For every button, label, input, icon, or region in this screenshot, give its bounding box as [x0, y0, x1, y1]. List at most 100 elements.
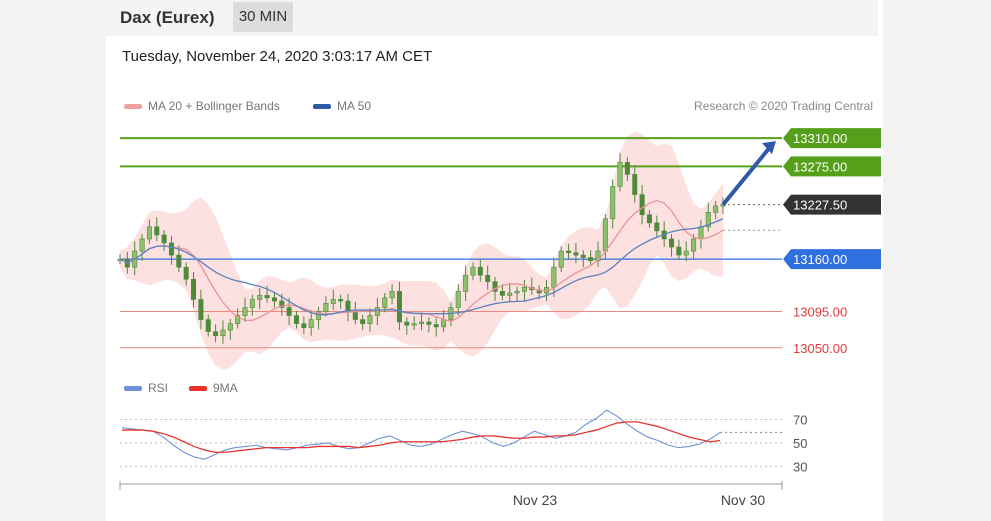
candle-body: [168, 242, 174, 256]
candle-body: [654, 222, 660, 232]
candle-body: [558, 250, 564, 268]
support-label: 13160.00: [793, 252, 847, 267]
candle-body: [308, 319, 314, 328]
candle-body: [492, 281, 498, 292]
candle-body: [323, 303, 329, 312]
candle-body: [213, 331, 219, 337]
candle-body: [477, 266, 483, 276]
current-label: 13227.50: [793, 198, 847, 213]
candle-body: [713, 205, 719, 213]
candle-body: [176, 254, 182, 268]
candle-body: [374, 307, 380, 316]
candle-body: [455, 291, 461, 308]
candle-body: [227, 323, 233, 331]
candle-body: [235, 315, 241, 324]
datetime-label: Tuesday, November 24, 2020 3:03:17 AM CE…: [122, 48, 433, 65]
candle-body: [154, 226, 160, 236]
rsi-tick-label: 30: [793, 459, 807, 474]
candle-body: [470, 266, 476, 276]
ma50-line: [119, 218, 724, 316]
legend-rsi-label: RSI: [148, 381, 169, 395]
candle-body: [463, 274, 469, 292]
candle-body: [330, 299, 336, 304]
candle-body: [286, 307, 292, 316]
candle-body: [382, 297, 388, 308]
forecast-arrow: [721, 145, 772, 206]
candle-body: [198, 299, 204, 320]
candle-body: [279, 300, 285, 308]
candle-body: [345, 300, 351, 312]
ma9-swatch: [189, 386, 207, 392]
candle-body: [610, 186, 616, 220]
legend-9ma-label: 9MA: [213, 381, 238, 395]
resistance-label-tag: [783, 156, 881, 177]
candle-body: [566, 250, 572, 253]
candle-body: [146, 226, 152, 240]
candle-body: [573, 252, 579, 256]
candle-body: [646, 214, 652, 224]
resistance-label: 13310.00: [793, 131, 847, 146]
candle-body: [271, 297, 277, 302]
rsi-ma9-line: [122, 421, 721, 453]
candle-body: [499, 291, 505, 296]
candle-body: [485, 274, 491, 282]
support-label-tag: [783, 249, 881, 270]
candle-body: [360, 319, 366, 324]
candle-body: [580, 254, 586, 258]
legend-ma50: MA 50: [313, 99, 371, 113]
candle-body: [249, 299, 255, 308]
candle-body: [367, 315, 373, 324]
candle-body: [507, 292, 513, 296]
candle-body: [139, 238, 145, 252]
legend-ma20-label: MA 20 + Bollinger Bands: [148, 99, 280, 113]
candle-body: [396, 291, 402, 323]
rsi-tick-label: 70: [793, 413, 807, 428]
candle-body: [683, 250, 689, 256]
candle-body: [183, 266, 189, 280]
candle-body: [411, 323, 417, 326]
legend-9ma: 9MA: [189, 381, 238, 395]
legend-ma50-label: MA 50: [337, 99, 372, 113]
candle-body: [205, 319, 211, 332]
legend-ma20: MA 20 + Bollinger Bands: [124, 99, 280, 113]
candle-body: [698, 226, 704, 240]
candle-body: [301, 323, 307, 328]
candle-body: [161, 234, 167, 244]
candle-body: [191, 278, 197, 300]
candle-body: [293, 315, 299, 324]
candle-body: [352, 311, 358, 320]
candle-body: [220, 329, 226, 337]
x-tick-label: Nov 23: [513, 492, 558, 508]
candle-body: [441, 319, 447, 328]
candle-body: [514, 291, 520, 294]
candle-body: [433, 324, 439, 328]
candle-body: [617, 162, 623, 187]
candle-body: [551, 266, 557, 288]
x-tick-label: Nov 30: [721, 492, 766, 508]
candle-body: [705, 212, 711, 228]
credit-text: Research © 2020 Trading Central: [694, 99, 873, 113]
interval-button[interactable]: 30 MIN: [233, 2, 293, 32]
legend-rsi: RSI: [124, 381, 168, 395]
candle-body: [624, 162, 630, 175]
candle-body: [676, 246, 682, 256]
bollinger-band: [120, 131, 723, 370]
rsi-line: [121, 409, 721, 460]
candle-body: [426, 321, 432, 325]
candle-body: [639, 194, 645, 216]
rsi-tick-label: 50: [793, 436, 807, 451]
ma50-swatch: [313, 104, 331, 110]
candle-body: [257, 295, 263, 300]
candle-body: [602, 218, 608, 252]
resistance-label: 13275.00: [793, 159, 847, 174]
candle-body: [588, 257, 594, 262]
current-label-tag: [783, 194, 881, 215]
candle-body: [521, 287, 527, 292]
forecast-arrowhead: [762, 141, 776, 155]
candle-body: [338, 299, 344, 302]
candle-body: [418, 321, 424, 324]
candle-body: [632, 174, 638, 195]
instrument-title: Dax (Eurex): [120, 8, 215, 27]
candle-body: [316, 311, 322, 320]
